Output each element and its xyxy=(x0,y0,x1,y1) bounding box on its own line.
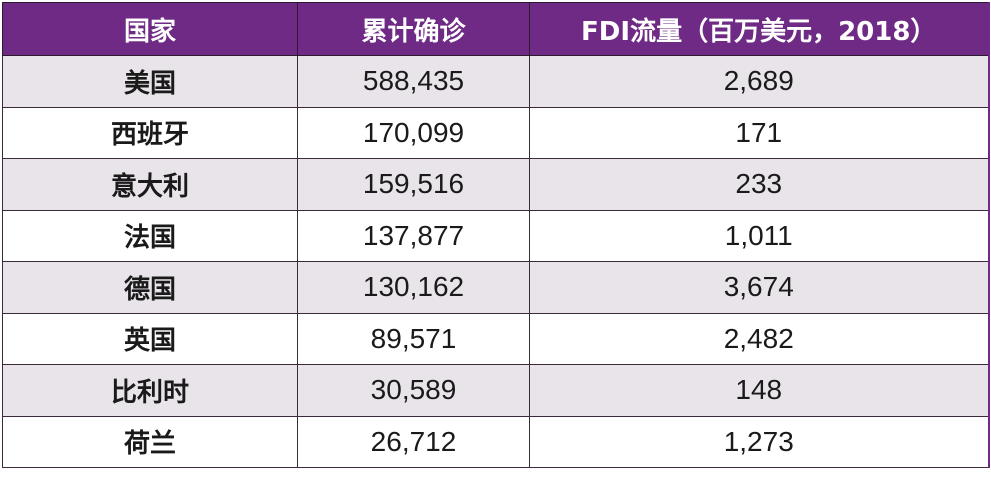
cell-confirmed: 26,712 xyxy=(297,415,530,468)
cell-country: 比利时 xyxy=(2,364,298,417)
table-row: 比利时 30,589 148 xyxy=(2,364,990,417)
cell-fdi: 1,273 xyxy=(529,415,990,468)
cell-fdi: 2,482 xyxy=(529,312,990,365)
cell-fdi: 171 xyxy=(529,106,990,159)
table-row: 英国 89,571 2,482 xyxy=(2,312,990,365)
cell-fdi: 233 xyxy=(529,158,990,211)
header-country: 国家 xyxy=(2,2,298,56)
covid-fdi-table: 国家 累计确诊 FDI流量（百万美元，2018） 美国 588,435 2,68… xyxy=(2,2,990,468)
cell-country: 意大利 xyxy=(2,158,298,211)
cell-confirmed: 170,099 xyxy=(297,106,530,159)
cell-country: 法国 xyxy=(2,209,298,262)
header-fdi: FDI流量（百万美元，2018） xyxy=(529,2,990,56)
table-row: 法国 137,877 1,011 xyxy=(2,209,990,262)
cell-confirmed: 137,877 xyxy=(297,209,530,262)
cell-fdi: 3,674 xyxy=(529,261,990,314)
table-row: 意大利 159,516 233 xyxy=(2,158,990,211)
data-table-container: 国家 累计确诊 FDI流量（百万美元，2018） 美国 588,435 2,68… xyxy=(2,2,990,468)
cell-confirmed: 30,589 xyxy=(297,364,530,417)
cell-confirmed: 130,162 xyxy=(297,261,530,314)
table-header: 国家 累计确诊 FDI流量（百万美元，2018） xyxy=(2,2,990,56)
cell-country: 西班牙 xyxy=(2,106,298,159)
cell-confirmed: 588,435 xyxy=(297,55,530,108)
cell-country: 荷兰 xyxy=(2,415,298,468)
table-row: 德国 130,162 3,674 xyxy=(2,261,990,314)
cell-country: 英国 xyxy=(2,312,298,365)
cell-country: 德国 xyxy=(2,261,298,314)
cell-country: 美国 xyxy=(2,55,298,108)
table-row: 西班牙 170,099 171 xyxy=(2,106,990,159)
cell-confirmed: 159,516 xyxy=(297,158,530,211)
cell-fdi: 1,011 xyxy=(529,209,990,262)
table-row: 美国 588,435 2,689 xyxy=(2,55,990,108)
table-row: 荷兰 26,712 1,273 xyxy=(2,415,990,468)
header-row: 国家 累计确诊 FDI流量（百万美元，2018） xyxy=(2,2,990,56)
table-body: 美国 588,435 2,689 西班牙 170,099 171 意大利 159… xyxy=(2,55,990,468)
cell-confirmed: 89,571 xyxy=(297,312,530,365)
header-confirmed: 累计确诊 xyxy=(297,2,530,56)
cell-fdi: 148 xyxy=(529,364,990,417)
cell-fdi: 2,689 xyxy=(529,55,990,108)
